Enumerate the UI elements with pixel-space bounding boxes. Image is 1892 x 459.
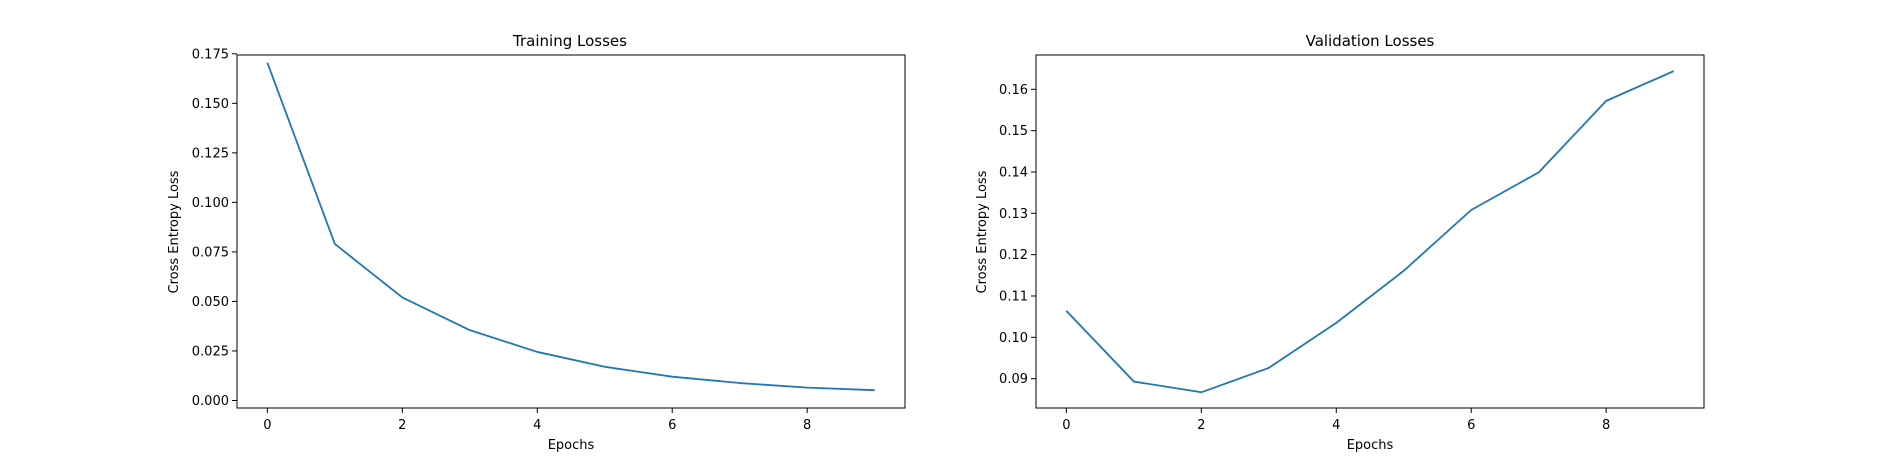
training-y-axis-label: Cross Entropy Loss — [167, 170, 182, 293]
training-y-tick-label: 0.075 — [192, 245, 229, 260]
training-title: Training Losses — [512, 32, 627, 50]
validation-y-tick-label: 0.16 — [999, 83, 1028, 98]
validation-y-tick-label: 0.10 — [999, 331, 1028, 346]
training-x-tick-label: 4 — [533, 418, 541, 433]
validation-x-tick-label: 4 — [1332, 418, 1340, 433]
training-y-tick-label: 0.175 — [192, 47, 229, 62]
training-y-tick-label: 0.150 — [192, 97, 229, 112]
training-x-axis-label: Epochs — [548, 438, 595, 453]
validation-y-tick-label: 0.13 — [999, 207, 1028, 222]
validation-ticks: 0 2 4 6 8 0.09 0.10 0.11 0.12 0.13 0.14 0.15 0.16 — [999, 83, 1610, 433]
training-y-tick-label: 0.100 — [192, 196, 229, 211]
validation-y-tick-label: 0.11 — [999, 289, 1028, 304]
training-y-tick-label: 0.025 — [192, 344, 229, 359]
validation-y-tick-label: 0.12 — [999, 248, 1028, 263]
training-x-tick-label: 0 — [263, 418, 271, 433]
validation-axes-frame — [1035, 54, 1705, 409]
validation-x-tick-label: 0 — [1062, 418, 1070, 433]
validation-y-tick-label: 0.14 — [999, 165, 1028, 180]
validation-x-tick-label: 6 — [1467, 418, 1475, 433]
validation-title: Validation Losses — [1306, 32, 1435, 50]
training-ticks: 0 2 4 6 8 0.000 0.025 0.050 0.075 0.100 0.125 0.150… — [192, 47, 812, 433]
training-x-tick-label: 8 — [803, 418, 811, 433]
validation-loss-line — [1065, 70, 1675, 394]
validation-y-tick-label: 0.15 — [999, 124, 1028, 139]
training-axes-frame — [236, 54, 906, 409]
training-losses-chart: Training Losses 0 2 4 6 8 0.000 0.025 0.050 0.07… — [167, 32, 906, 453]
validation-losses-chart: Validation Losses 0 2 4 6 80.090.100.110.120… — [975, 32, 1705, 453]
training-y-tick-label: 0.125 — [192, 146, 229, 161]
training-y-tick-label: 0.000 — [192, 394, 229, 409]
training-x-tick-label: 2 — [398, 418, 406, 433]
training-y-tick-label: 0.050 — [192, 295, 229, 310]
validation-x-tick-label: 8 — [1602, 418, 1610, 433]
training-x-tick-label: 6 — [668, 418, 676, 433]
validation-y-tick-label: 0.09 — [999, 372, 1028, 387]
validation-y-axis-label: Cross Entropy Loss — [975, 170, 990, 293]
validation-x-axis-label: Epochs — [1347, 438, 1394, 453]
validation-x-tick-label: 2 — [1197, 418, 1205, 433]
training-loss-line — [266, 62, 875, 392]
